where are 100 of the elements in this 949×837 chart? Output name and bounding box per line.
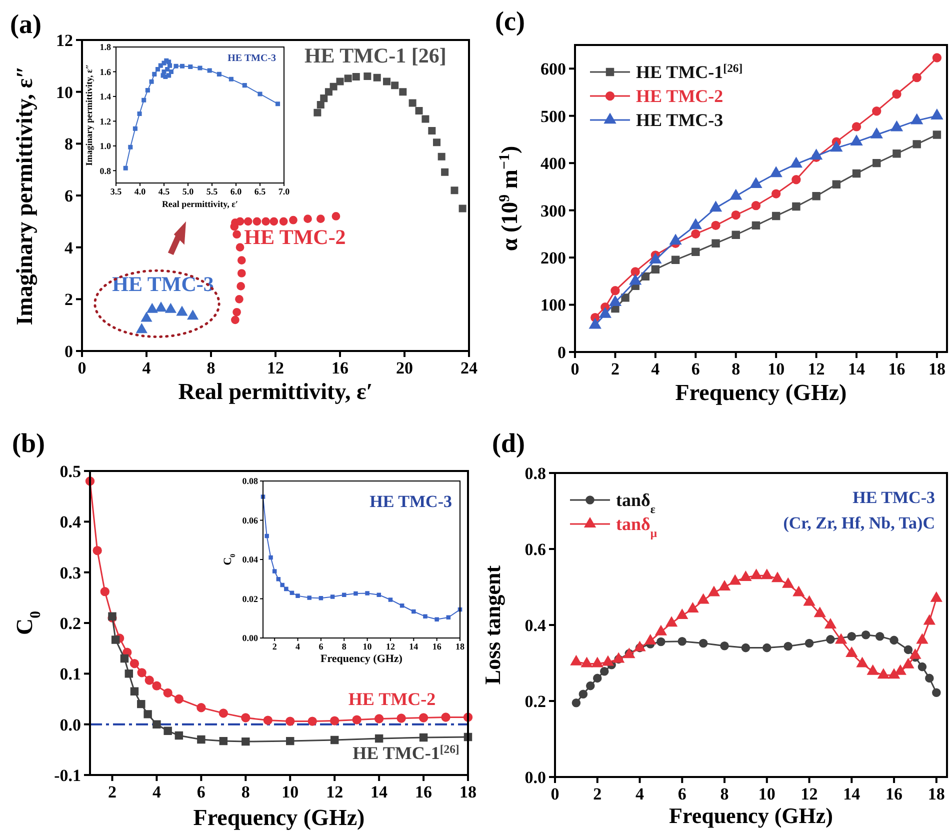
point: [330, 82, 338, 90]
point: [100, 587, 110, 596]
point: [152, 681, 162, 690]
point: [810, 149, 822, 160]
point: [904, 645, 913, 654]
point: [892, 90, 902, 99]
point: [241, 713, 250, 722]
x-tick-label: 2: [272, 642, 278, 652]
point: [599, 307, 612, 318]
x-tick-label: 4.0: [134, 186, 146, 197]
point: [761, 568, 773, 580]
point: [272, 569, 277, 574]
x-tick-label: 16: [888, 359, 906, 378]
point: [782, 578, 794, 588]
x-tick-label: 10: [758, 784, 776, 804]
point: [268, 555, 273, 560]
point: [909, 648, 921, 659]
y-tick-label: 4: [64, 238, 74, 258]
point: [388, 598, 393, 602]
y-tick-label: 0.2: [60, 614, 81, 633]
legend-label: HE TMC-1$^{[26]}$: [636, 62, 743, 82]
point: [419, 733, 428, 742]
point: [792, 586, 804, 596]
x-tick-label: 14: [848, 359, 866, 378]
point: [692, 248, 700, 256]
point: [867, 664, 879, 675]
y-tick-label: 0.0: [60, 715, 81, 734]
y-axis-title: Loss tangent: [480, 564, 505, 685]
point: [263, 716, 272, 725]
point: [651, 265, 660, 274]
x-tick-label: 20: [396, 358, 413, 378]
point: [308, 716, 317, 726]
point: [176, 306, 188, 316]
x-tick-label: 18: [928, 784, 945, 804]
y-tick-label: 400: [540, 154, 566, 174]
point: [296, 594, 300, 598]
point: [162, 69, 166, 74]
point: [236, 217, 244, 226]
point: [621, 294, 630, 302]
x-tick-label: 5.0: [182, 186, 194, 197]
point: [336, 78, 344, 86]
point: [142, 98, 146, 102]
point: [686, 602, 699, 613]
x-tick-label: 7.0: [278, 186, 290, 197]
point: [235, 294, 244, 304]
point: [237, 269, 246, 278]
point: [870, 128, 883, 138]
chart-title: (b): [12, 428, 45, 458]
x-tick-label: 14: [409, 642, 419, 652]
x-tick-label: 12: [808, 359, 825, 378]
x-tick-label: 16: [332, 358, 348, 378]
point: [649, 252, 662, 264]
point: [589, 318, 602, 329]
point: [167, 63, 172, 68]
x-tick-label: 24: [460, 358, 478, 378]
point: [890, 120, 903, 132]
point: [578, 690, 588, 699]
point: [740, 570, 752, 581]
point: [400, 603, 404, 608]
point: [242, 83, 247, 88]
point: [890, 636, 898, 645]
legend-label: HE TMC-3: [636, 110, 724, 130]
point: [332, 212, 340, 220]
annotation: HE TMC-3: [228, 53, 276, 64]
point: [772, 212, 780, 220]
point: [374, 734, 384, 743]
point: [373, 74, 381, 82]
point: [708, 586, 720, 596]
point: [710, 201, 722, 212]
point: [136, 323, 148, 334]
x-tick-label: 8: [732, 359, 740, 378]
y-tick-label: 0.06: [242, 515, 258, 526]
y-tick-label: 0: [558, 342, 566, 362]
point: [846, 646, 858, 657]
point: [656, 637, 666, 646]
point: [279, 217, 288, 226]
point: [124, 670, 134, 678]
point: [164, 726, 172, 736]
legend-label: tanδ$_{μ}$: [616, 514, 658, 540]
point: [741, 643, 750, 652]
point: [751, 201, 761, 210]
point: [731, 210, 740, 220]
y-tick-label: 300: [540, 201, 566, 220]
point: [316, 101, 324, 109]
point: [698, 638, 708, 648]
point: [352, 73, 360, 81]
point: [264, 534, 269, 538]
point: [197, 735, 206, 744]
y-tick-label: 0.0: [524, 768, 546, 787]
point: [132, 126, 138, 131]
legend-label: HE TMC-2: [636, 86, 724, 106]
point: [592, 657, 604, 668]
point: [925, 674, 934, 683]
point: [330, 716, 340, 726]
point: [438, 152, 446, 160]
y-tick-label: 12: [56, 30, 73, 50]
point: [174, 694, 184, 704]
y-tick-label: 0.3: [60, 563, 81, 582]
y-tick-label: 1.8: [100, 42, 112, 52]
point: [676, 608, 688, 619]
